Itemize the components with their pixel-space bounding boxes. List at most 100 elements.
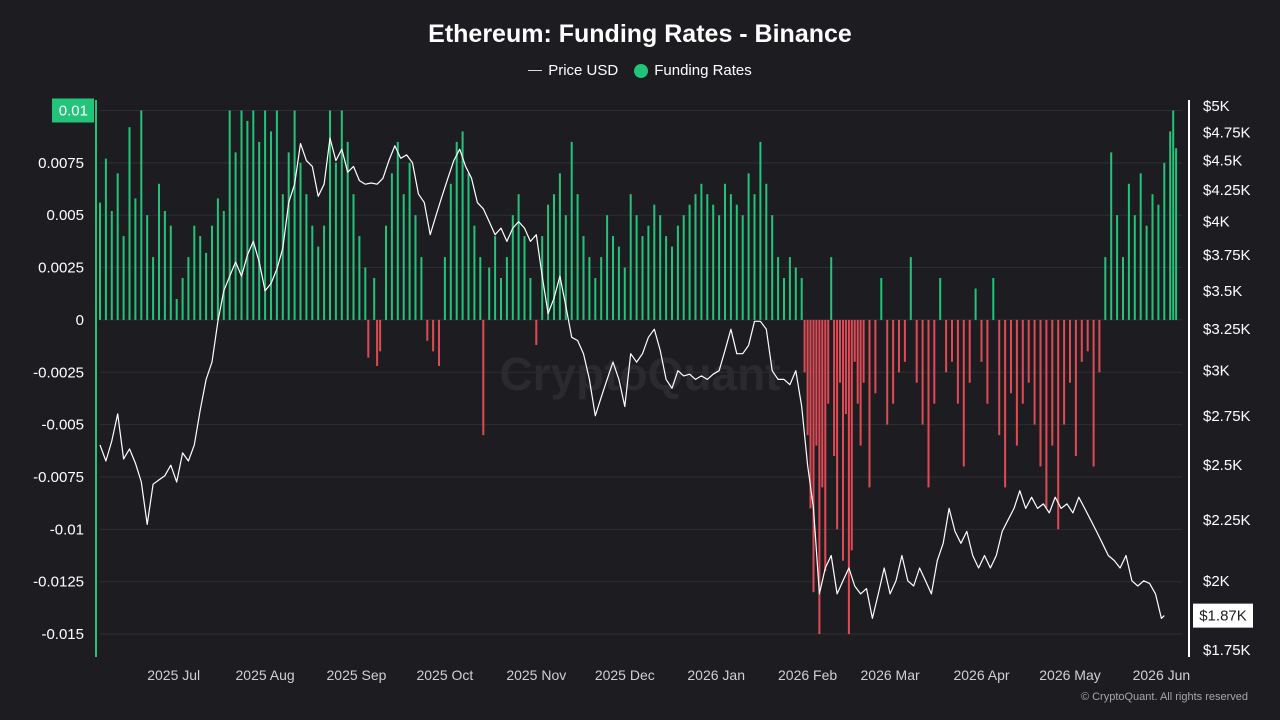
funding-bar — [1122, 257, 1124, 320]
funding-bar — [426, 319, 429, 341]
funding-bar — [800, 278, 803, 320]
funding-bar — [1051, 319, 1054, 446]
legend-item-price[interactable]: Price USD — [528, 62, 618, 79]
funding-bar — [175, 299, 178, 320]
funding-bar — [1080, 319, 1083, 362]
funding-bar — [676, 225, 679, 320]
current-price-badge — [1193, 603, 1253, 628]
funding-bar — [1116, 215, 1119, 320]
funding-bar — [594, 278, 597, 320]
x-tick-label: 2025 Jul — [147, 667, 200, 683]
watermark: CryptoQuant — [499, 348, 780, 400]
funding-bar — [414, 215, 417, 320]
funding-bar — [553, 194, 555, 320]
copyright-text: © CryptoQuant. All rights reserved — [1080, 691, 1248, 703]
funding-bar — [1104, 257, 1107, 320]
funding-bar — [1027, 319, 1030, 383]
funding-bar — [323, 225, 326, 320]
funding-bar — [246, 120, 249, 320]
funding-bar — [862, 319, 865, 383]
x-tick-label: 2026 Jan — [687, 667, 745, 683]
funding-bar — [169, 225, 172, 320]
funding-bar — [653, 204, 656, 320]
funding-bar — [104, 158, 107, 320]
funding-bar — [874, 319, 877, 394]
funding-bar — [367, 319, 370, 358]
funding-bar — [270, 131, 272, 320]
x-tick-label: 2026 May — [1039, 667, 1100, 683]
funding-bar — [783, 278, 785, 320]
funding-bar — [443, 257, 446, 320]
x-tick-label: 2025 Sep — [327, 667, 387, 683]
funding-bar — [623, 267, 626, 320]
funding-bar — [523, 236, 526, 320]
funding-bar — [461, 131, 464, 320]
funding-bar — [927, 319, 930, 488]
funding-bar — [1145, 225, 1148, 320]
funding-bar — [712, 204, 715, 320]
funding-bar — [688, 204, 691, 320]
funding-bar — [352, 194, 355, 320]
funding-bars — [99, 110, 1178, 635]
funding-bar — [500, 278, 502, 320]
funding-bar — [886, 319, 889, 425]
funding-bar — [222, 211, 225, 320]
price-line-group — [99, 137, 1165, 620]
funding-bar — [293, 110, 296, 320]
x-tick-label: 2025 Aug — [236, 667, 295, 683]
funding-bar — [694, 194, 697, 320]
funding-bar — [830, 257, 833, 320]
funding-bar — [438, 319, 440, 366]
funding-bar — [311, 225, 314, 320]
funding-bar — [181, 278, 184, 320]
funding-bar — [809, 319, 812, 509]
funding-bar — [385, 225, 387, 320]
funding-bar — [909, 257, 912, 320]
funding-bar — [974, 288, 977, 320]
funding-bar — [1074, 319, 1077, 456]
funding-bar — [588, 257, 591, 320]
right-tick-label: $4.5K — [1203, 153, 1242, 170]
funding-bar — [629, 194, 632, 320]
funding-bar — [511, 215, 514, 320]
funding-bar — [1069, 319, 1071, 383]
funding-bar — [505, 257, 508, 320]
funding-bar — [859, 319, 862, 446]
funding-bar — [968, 319, 971, 383]
funding-bar — [216, 198, 219, 320]
funding-bar — [517, 194, 520, 320]
funding-bar — [1163, 162, 1166, 320]
funding-bar — [488, 267, 491, 320]
funding-bar — [305, 194, 308, 320]
axes — [95, 100, 1190, 657]
funding-bar — [449, 183, 452, 320]
funding-bar — [134, 198, 137, 320]
left-tick-label: -0.015 — [41, 626, 84, 643]
funding-bar — [806, 319, 809, 436]
current-price-label: $1.87K — [1199, 608, 1247, 625]
grid-lines — [100, 109, 1182, 635]
legend-item-funding[interactable]: Funding Rates — [634, 62, 752, 79]
x-tick-label: 2026 Feb — [778, 667, 837, 683]
funding-bar — [821, 319, 824, 488]
funding-bar — [1015, 319, 1018, 446]
legend-funding-label: Funding Rates — [654, 62, 752, 79]
x-tick-label: 2025 Oct — [416, 667, 473, 683]
funding-bar — [665, 236, 668, 320]
funding-bar — [140, 110, 143, 320]
funding-bar — [558, 173, 561, 320]
funding-bar — [980, 319, 983, 362]
funding-bar — [956, 319, 959, 404]
funding-bar — [951, 319, 953, 362]
price-line-swatch — [528, 70, 543, 71]
funding-bar — [718, 215, 721, 320]
funding-bar — [765, 183, 768, 320]
right-tick-label: $2.25K — [1203, 512, 1251, 529]
funding-bar — [945, 319, 948, 373]
funding-bar — [275, 110, 278, 320]
funding-bar — [998, 319, 1001, 436]
funding-dot-swatch — [634, 63, 649, 78]
x-tick-label: 2026 Mar — [861, 667, 920, 683]
funding-bar — [432, 319, 435, 352]
x-tick-label: 2026 Apr — [953, 667, 1009, 683]
